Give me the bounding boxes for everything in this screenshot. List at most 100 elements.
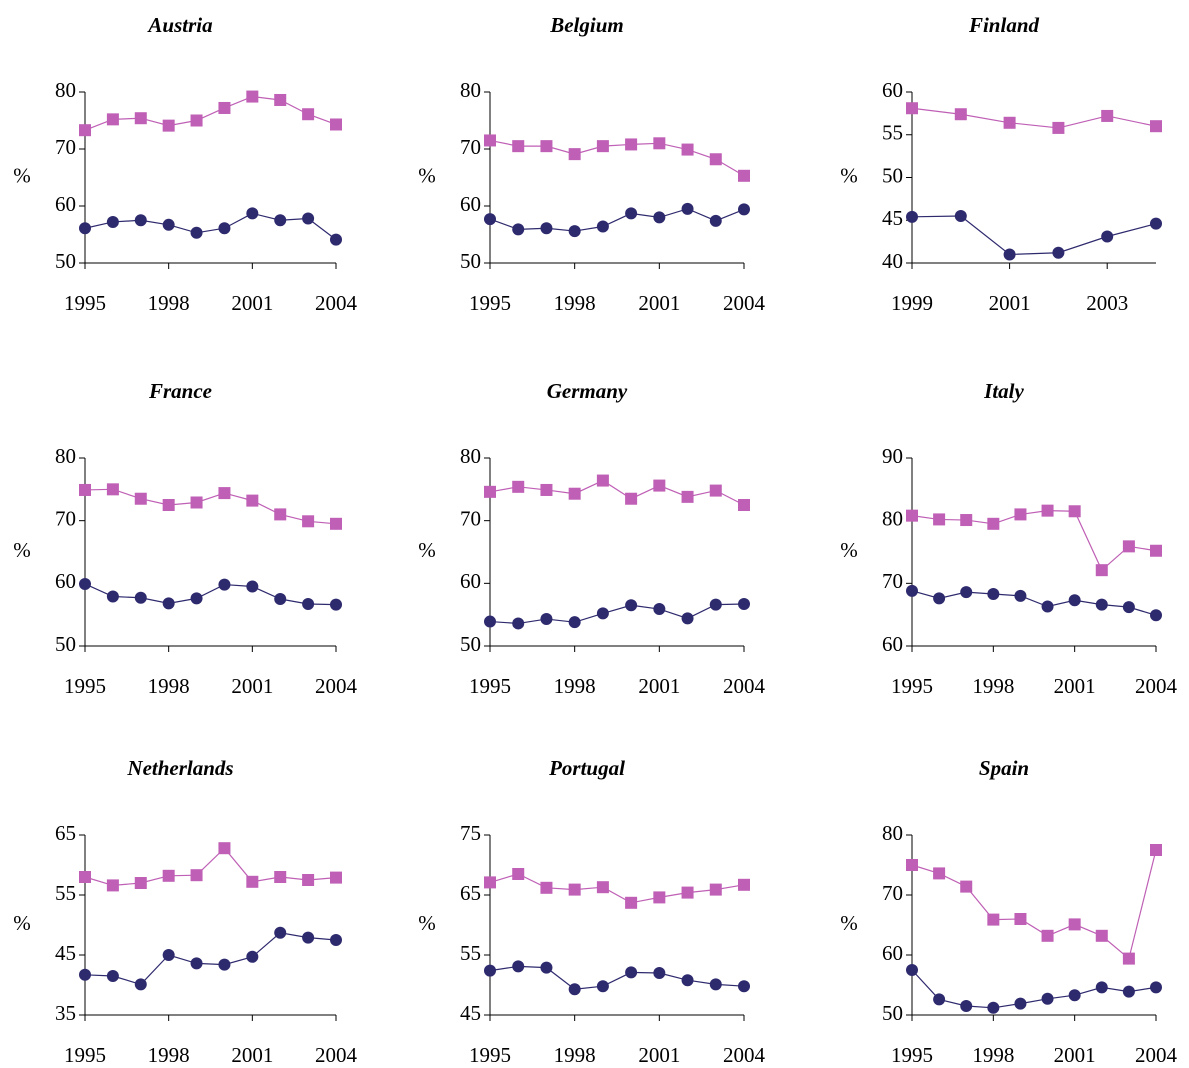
marker [302,212,315,225]
y-tick-label: 60 [55,192,76,216]
series-line [489,965,745,990]
marker [653,137,666,150]
x-tick-label: 2004 [1135,674,1178,698]
y-axis-label: % [418,911,436,935]
marker [302,515,315,528]
marker [162,218,175,231]
marker [1052,246,1065,259]
marker [512,140,525,153]
marker [625,966,638,979]
marker [330,598,342,611]
series-line [489,208,745,232]
marker [246,494,259,507]
marker [134,492,147,505]
series-line [84,488,337,525]
marker [512,480,525,493]
marker [218,101,231,114]
marker [246,90,259,103]
marker [190,869,203,882]
y-tick-label: 50 [460,632,481,656]
y-axis-label: % [418,163,436,187]
marker [484,213,496,226]
marker [162,597,175,610]
marker [681,974,694,987]
marker [625,599,638,612]
marker [653,967,666,979]
marker [484,485,496,498]
marker [1041,992,1054,1005]
marker [1095,981,1108,994]
marker [596,881,609,894]
marker [540,483,553,496]
x-tick-label: 2001 [231,1043,273,1067]
marker [540,961,553,974]
y-tick-label: 70 [882,881,903,905]
marker [681,490,694,503]
y-axis-label: % [13,163,31,187]
marker [1101,230,1114,243]
x-tick-label: 2004 [315,291,358,315]
marker [540,881,553,894]
marker [218,487,231,500]
marker [302,598,315,611]
marker [1014,508,1027,521]
y-axis-label: % [13,538,31,562]
marker [1014,913,1027,925]
marker [162,119,175,132]
x-tick-label: 1998 [554,291,596,315]
y-tick-label: 55 [882,121,903,145]
x-tick-label: 1998 [972,674,1014,698]
y-tick-label: 80 [882,506,903,530]
marker [568,487,581,500]
marker [134,877,147,889]
marker [738,203,750,216]
series-line [84,932,337,986]
marker [1014,589,1027,602]
marker [738,499,750,511]
marker [1041,929,1054,942]
series-line [911,849,1157,960]
y-tick-label: 55 [55,881,76,905]
marker [79,222,91,235]
chart-title: Belgium [549,13,624,37]
series-line [489,603,745,625]
marker [681,886,694,899]
series-line [911,510,1157,572]
marker [1122,985,1135,998]
marker [954,108,967,121]
marker [906,102,918,115]
y-tick-label: 45 [460,1001,481,1025]
marker [106,879,119,892]
y-tick-label: 60 [55,569,76,593]
series-line [489,479,745,506]
x-tick-label: 2004 [315,674,358,698]
marker [596,980,609,993]
marker [906,859,918,871]
marker [625,207,638,220]
marker [106,215,119,228]
y-tick-label: 80 [460,78,481,102]
marker [330,871,342,884]
x-tick-label: 1998 [972,1043,1014,1067]
marker [106,590,119,603]
y-tick-label: 35 [55,1001,76,1025]
marker [274,93,287,106]
marker [653,479,666,492]
marker [330,118,342,131]
marker [625,492,638,505]
series-line [84,212,337,241]
marker [738,598,750,611]
y-tick-label: 45 [55,941,76,965]
marker [484,134,496,147]
x-tick-label: 1995 [64,291,106,315]
x-tick-label: 1998 [148,291,190,315]
x-tick-label: 2003 [1086,291,1128,315]
marker [484,964,496,977]
y-tick-label: 50 [882,163,903,187]
marker [987,1001,1000,1014]
series-line [911,969,1157,1009]
x-tick-label: 1998 [148,1043,190,1067]
chart-title: Finland [968,13,1040,37]
marker [162,869,175,882]
marker [1052,121,1065,134]
